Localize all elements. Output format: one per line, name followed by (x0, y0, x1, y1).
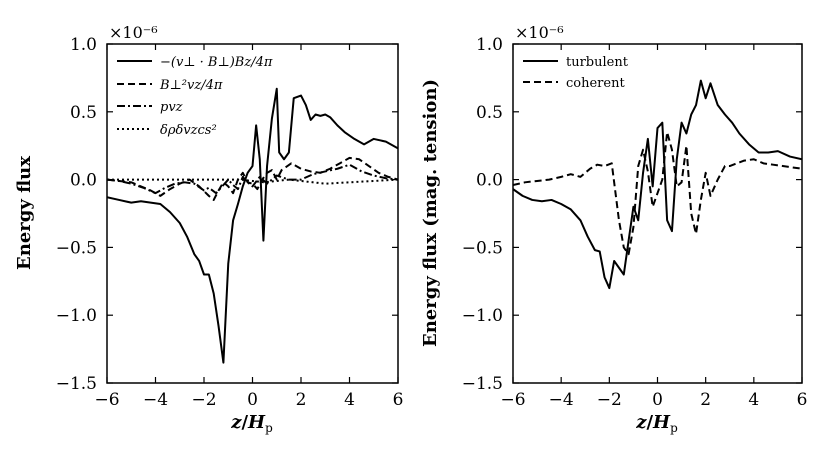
x-tick-label: 4 (748, 390, 759, 410)
x-tick-label: 6 (797, 390, 808, 410)
left-x-axis-label-slash: / (241, 412, 248, 433)
left-offset-label: ×10⁻⁶ (109, 23, 158, 42)
right-offset-label: ×10⁻⁶ (515, 23, 564, 42)
x-tick-label: −4 (143, 390, 168, 410)
left-panel: −6 −4 −2 0 2 4 6 −1.5 −1.0 −0.5 0.0 0.5 1.0 ×10⁻⁶ En… (14, 23, 403, 435)
y-tick-label: −1.0 (56, 306, 97, 326)
y-tick-label: −0.5 (56, 238, 97, 258)
right-y-axis-label: Energy flux (mag. tension) (420, 79, 441, 347)
y-tick-label: 0.0 (476, 171, 503, 191)
x-tick-label: −6 (94, 390, 119, 410)
y-tick-label: −0.5 (462, 238, 503, 258)
x-tick-label: −6 (500, 390, 525, 410)
left-x-axis-label-z: z (230, 412, 242, 433)
series-line-dashed (107, 156, 398, 201)
y-tick-label: 1.0 (476, 35, 503, 55)
legend-label-pvz: pvz (160, 100, 183, 115)
y-tick-label: −1.5 (56, 374, 97, 394)
right-x-axis-label: z/Hp (635, 412, 678, 435)
x-tick-label: 6 (393, 390, 404, 410)
x-tick-label: −2 (191, 390, 216, 410)
legend-label-density: δρδvzcs² (160, 123, 217, 138)
y-tick-label: 0.5 (476, 103, 503, 123)
x-tick-label: −2 (597, 390, 622, 410)
left-legend: −(v⊥ · B⊥)Bz/4π B⊥²vz/4π pvz δρδvzcs² (117, 55, 273, 138)
left-axes-frame (106, 43, 399, 384)
series-line-dashdot (107, 163, 398, 195)
x-tick-label: 0 (247, 390, 258, 410)
series-line-solid (513, 79, 802, 290)
legend-label-pressure: B⊥²vz/4π (159, 78, 223, 93)
series-line-solid (107, 87, 398, 364)
right-x-axis-label-z: z (635, 412, 647, 433)
right-axes-frame (512, 43, 803, 384)
right-legend: turbulent coherent (523, 55, 629, 91)
y-tick-label: −1.0 (462, 306, 503, 326)
x-tick-label: 2 (700, 390, 711, 410)
right-x-axis-label-h: H (652, 412, 671, 433)
y-tick-label: 0.5 (70, 103, 97, 123)
legend-label-coherent: coherent (566, 76, 625, 91)
x-tick-label: −4 (549, 390, 574, 410)
x-tick-label: 0 (652, 390, 663, 410)
y-tick-label: 1.0 (70, 35, 97, 55)
series-line-dashed (513, 131, 802, 256)
right-panel: −6 −4 −2 0 2 4 6 −1.5 −1.0 −0.5 0.0 0.5 1.0 ×10⁻⁶ En… (420, 23, 807, 435)
left-y-axis-label: Energy flux (14, 156, 35, 270)
left-x-axis-label: z/Hp (230, 412, 273, 435)
left-x-axis-label-h: H (247, 412, 266, 433)
x-tick-label: 2 (296, 390, 307, 410)
right-x-axis-label-sub: p (670, 421, 678, 435)
legend-label-tension: −(v⊥ · B⊥)Bz/4π (160, 55, 273, 70)
legend-label-turbulent: turbulent (566, 55, 629, 70)
x-tick-label: 4 (344, 390, 355, 410)
y-tick-label: 0.0 (70, 171, 97, 191)
series-line-dotted (107, 178, 398, 185)
right-x-axis-label-slash: / (646, 412, 653, 433)
y-tick-label: −1.5 (462, 374, 503, 394)
left-x-axis-label-sub: p (265, 421, 273, 435)
